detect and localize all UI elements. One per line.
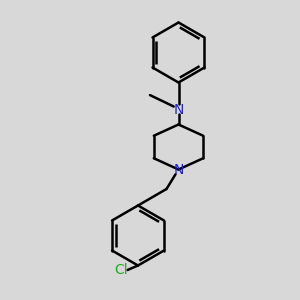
Text: Cl: Cl [115, 263, 128, 277]
Text: N: N [173, 163, 184, 176]
Text: N: N [173, 103, 184, 116]
